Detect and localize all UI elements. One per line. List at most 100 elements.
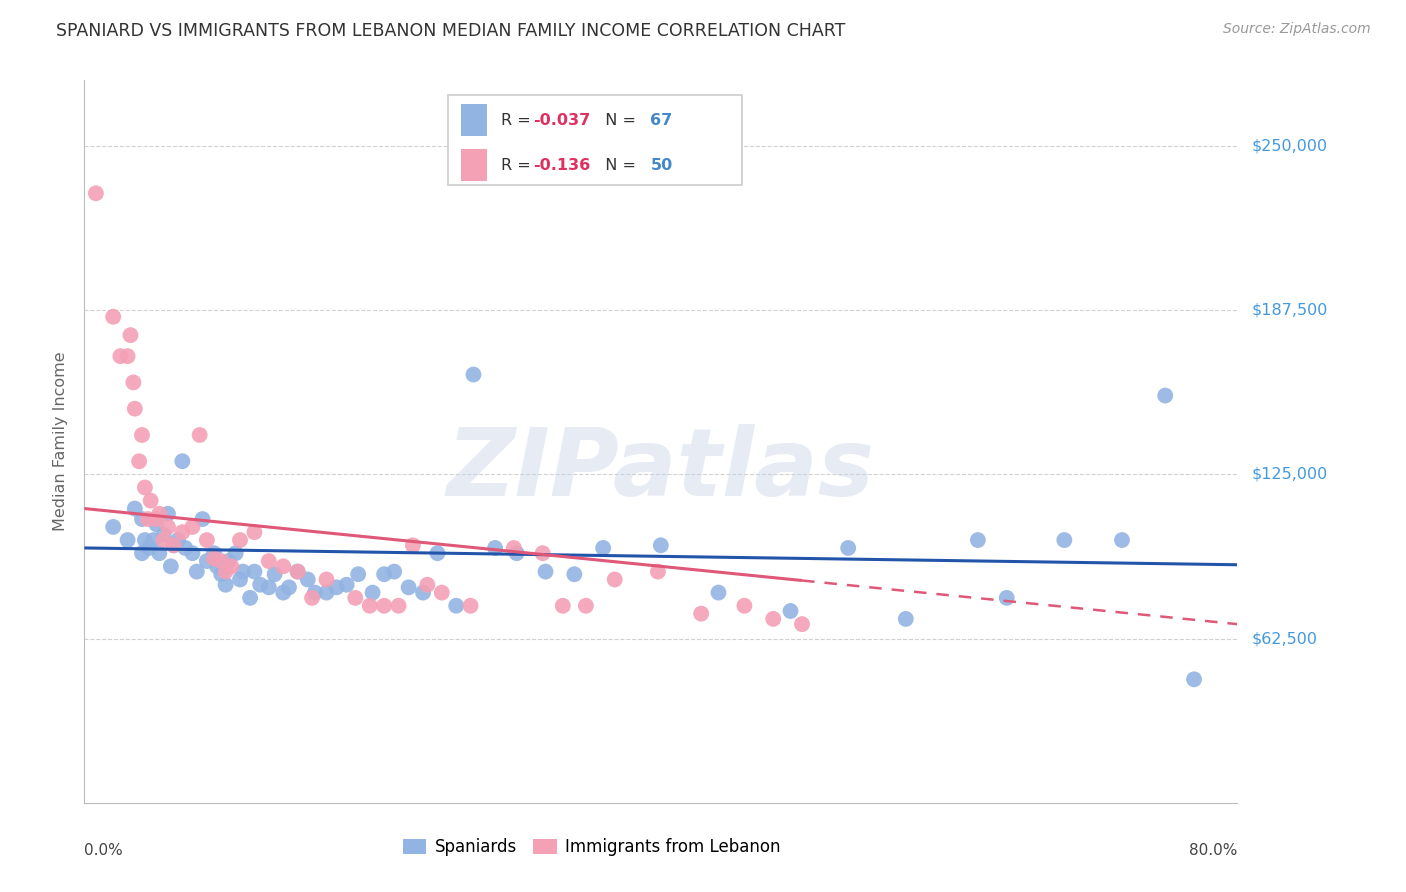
Point bbox=[416, 578, 439, 592]
Point bbox=[138, 541, 160, 555]
Point bbox=[1111, 533, 1133, 547]
Point bbox=[325, 580, 347, 594]
Text: N =: N = bbox=[595, 158, 641, 173]
Point bbox=[117, 533, 139, 547]
Point bbox=[271, 585, 294, 599]
Point bbox=[195, 533, 218, 547]
Point bbox=[148, 546, 170, 560]
Point bbox=[172, 525, 194, 540]
Point bbox=[502, 541, 524, 555]
Point bbox=[790, 617, 813, 632]
Text: $62,500: $62,500 bbox=[1251, 632, 1317, 646]
Point bbox=[214, 578, 236, 592]
Point bbox=[531, 546, 554, 560]
Point bbox=[156, 507, 179, 521]
Point bbox=[229, 533, 252, 547]
Point bbox=[263, 567, 285, 582]
Point bbox=[131, 512, 153, 526]
Point bbox=[202, 551, 225, 566]
Point bbox=[564, 567, 586, 582]
Point bbox=[278, 580, 301, 594]
Point bbox=[257, 580, 280, 594]
Point bbox=[430, 585, 453, 599]
Point bbox=[894, 612, 917, 626]
Point bbox=[647, 565, 669, 579]
Point bbox=[361, 585, 384, 599]
Point bbox=[287, 565, 309, 579]
Text: SPANIARD VS IMMIGRANTS FROM LEBANON MEDIAN FAMILY INCOME CORRELATION CHART: SPANIARD VS IMMIGRANTS FROM LEBANON MEDI… bbox=[56, 22, 845, 40]
Point bbox=[225, 546, 247, 560]
Point bbox=[690, 607, 713, 621]
Y-axis label: Median Family Income: Median Family Income bbox=[53, 351, 69, 532]
Text: $250,000: $250,000 bbox=[1251, 138, 1327, 153]
Point bbox=[131, 428, 153, 442]
Point bbox=[359, 599, 381, 613]
Point bbox=[1154, 388, 1177, 402]
Point bbox=[202, 546, 225, 560]
Point bbox=[592, 541, 614, 555]
FancyBboxPatch shape bbox=[461, 149, 486, 181]
Point bbox=[152, 533, 174, 547]
Text: R =: R = bbox=[501, 112, 536, 128]
Text: Source: ZipAtlas.com: Source: ZipAtlas.com bbox=[1223, 22, 1371, 37]
Point bbox=[315, 573, 337, 587]
Point bbox=[163, 538, 186, 552]
Point bbox=[779, 604, 801, 618]
Point bbox=[232, 565, 254, 579]
Point bbox=[837, 541, 859, 555]
Point bbox=[188, 428, 211, 442]
Point bbox=[373, 567, 395, 582]
Point bbox=[156, 520, 179, 534]
Text: 80.0%: 80.0% bbox=[1189, 843, 1237, 857]
Point bbox=[387, 599, 409, 613]
Point bbox=[1053, 533, 1076, 547]
Point bbox=[463, 368, 485, 382]
Point bbox=[534, 565, 557, 579]
Point bbox=[110, 349, 132, 363]
Point bbox=[347, 567, 370, 582]
Point bbox=[103, 310, 124, 324]
Point bbox=[160, 559, 183, 574]
Point bbox=[762, 612, 785, 626]
Point bbox=[209, 554, 232, 568]
Point bbox=[304, 585, 326, 599]
Point bbox=[128, 454, 150, 468]
Point bbox=[124, 501, 146, 516]
Point bbox=[229, 573, 252, 587]
Point bbox=[243, 565, 266, 579]
Point bbox=[650, 538, 672, 552]
Point bbox=[707, 585, 730, 599]
Point bbox=[214, 565, 236, 579]
Point bbox=[136, 512, 159, 526]
Point bbox=[967, 533, 990, 547]
Point bbox=[257, 554, 280, 568]
Text: 0.0%: 0.0% bbox=[84, 843, 124, 857]
Point bbox=[995, 591, 1018, 605]
Point bbox=[460, 599, 482, 613]
Point bbox=[163, 538, 186, 552]
Point bbox=[139, 493, 162, 508]
FancyBboxPatch shape bbox=[447, 95, 741, 185]
Point bbox=[398, 580, 420, 594]
Point bbox=[142, 533, 165, 547]
Point bbox=[134, 481, 156, 495]
Point bbox=[426, 546, 449, 560]
Point bbox=[84, 186, 107, 201]
FancyBboxPatch shape bbox=[461, 103, 486, 136]
Text: ZIPatlas: ZIPatlas bbox=[447, 425, 875, 516]
Point bbox=[373, 599, 395, 613]
Point bbox=[402, 538, 425, 552]
Point bbox=[172, 454, 194, 468]
Point bbox=[145, 517, 167, 532]
Legend: Spaniards, Immigrants from Lebanon: Spaniards, Immigrants from Lebanon bbox=[402, 838, 780, 856]
Point bbox=[412, 585, 434, 599]
Point bbox=[243, 525, 266, 540]
Point bbox=[287, 565, 309, 579]
Point bbox=[218, 554, 240, 568]
Text: $187,500: $187,500 bbox=[1251, 302, 1327, 318]
Point bbox=[134, 533, 156, 547]
Point bbox=[221, 559, 243, 574]
Point bbox=[551, 599, 574, 613]
Point bbox=[315, 585, 337, 599]
Point bbox=[152, 528, 174, 542]
